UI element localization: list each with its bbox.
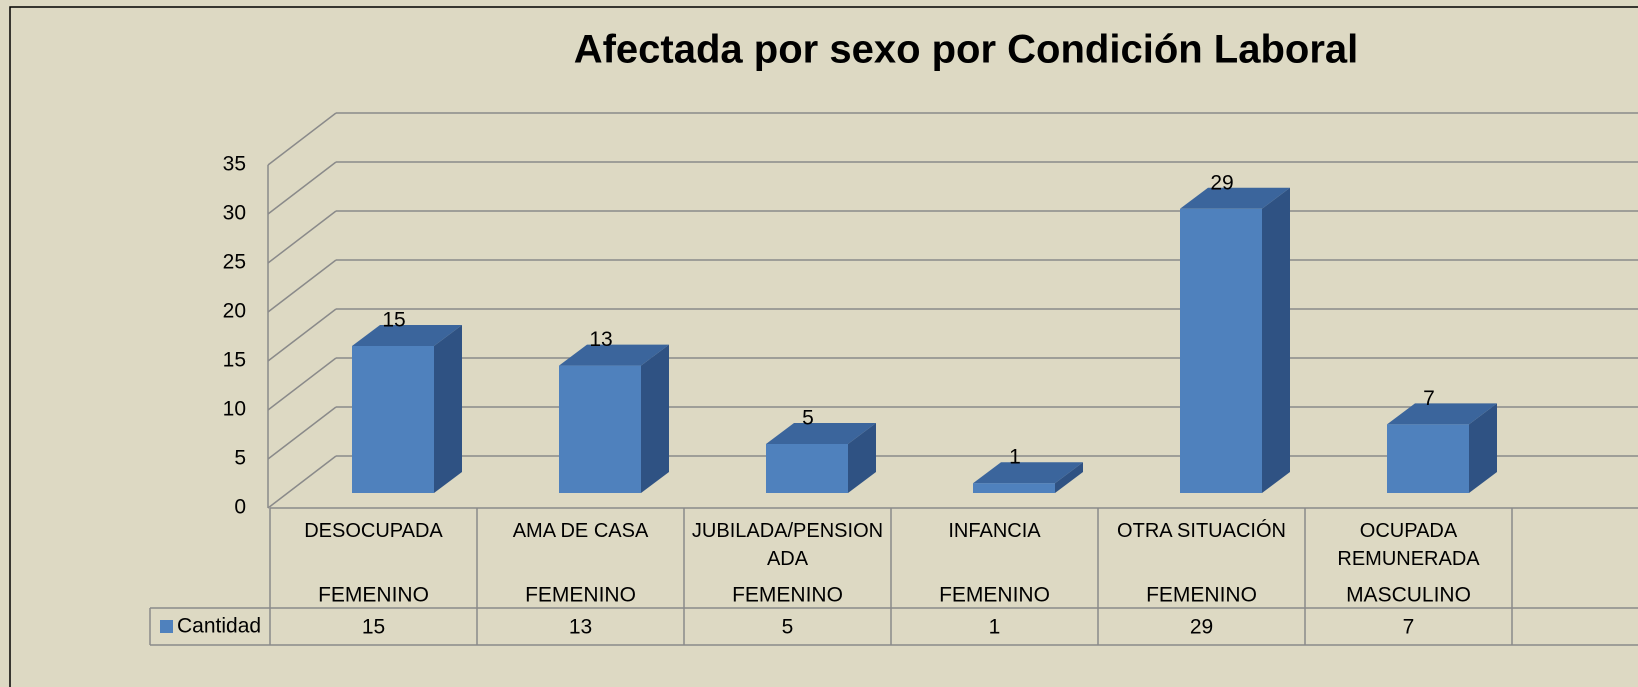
grid-line [267, 161, 337, 215]
subcategory-label: FEMENINO [939, 584, 1050, 607]
bar-side [1055, 462, 1083, 493]
category-cell: OCUPADA REMUNERADA [1337, 520, 1480, 570]
bar-top [766, 423, 876, 444]
bar [973, 483, 1055, 493]
subcategory-label: MASCULINO [1346, 584, 1471, 607]
data-label: 7 [1423, 387, 1435, 410]
bar [352, 346, 434, 493]
grid-line [267, 455, 337, 509]
table-value: 1 [989, 616, 1001, 639]
category-label: INFANCIA [948, 520, 1041, 542]
subcategory-label: FEMENINO [1146, 584, 1257, 607]
bar-top [1387, 403, 1497, 425]
bar [559, 365, 641, 493]
bar-side [641, 344, 669, 493]
y-tick-label: 35 [223, 153, 246, 176]
grid-line [267, 357, 337, 411]
grid-line [267, 210, 337, 264]
table-value: 13 [569, 616, 592, 639]
legend-label: Cantidad [177, 615, 261, 638]
category-label: DESOCUPADA [304, 520, 443, 542]
subcategory-label: FEMENINO [318, 584, 429, 607]
y-tick-label: 0 [234, 496, 246, 519]
table-value: 29 [1190, 616, 1213, 639]
chart-title: Afectada por sexo por Condición Laboral [574, 28, 1359, 72]
data-label: 15 [382, 309, 405, 332]
y-tick-label: 25 [223, 251, 246, 274]
chart-border [9, 6, 1638, 687]
bar [1180, 208, 1262, 494]
bar-top [973, 462, 1083, 484]
data-label: 5 [802, 407, 814, 430]
grid-line [267, 406, 337, 460]
bar-side [434, 325, 462, 493]
y-tick-label: 20 [223, 300, 246, 323]
bar [766, 444, 848, 493]
bar-top [1180, 187, 1290, 209]
grid-line [267, 112, 337, 166]
grid-line [267, 259, 337, 313]
subcategory-label: FEMENINO [525, 584, 636, 607]
subcategory-label: FEMENINO [732, 584, 843, 607]
table-value: 5 [782, 616, 794, 639]
category-label: JUBILADA/PENSIONADA [691, 520, 884, 570]
y-tick-label: 15 [223, 349, 246, 372]
category-label: AMA DE CASA [512, 520, 649, 542]
table-value: 7 [1403, 616, 1415, 639]
bar-top [352, 325, 462, 346]
category-cell: AMA DE CASA [512, 520, 649, 542]
category-cell: OTRA SITUACIÓN [1117, 520, 1286, 542]
bar-side [1262, 187, 1290, 494]
legend-swatch [160, 620, 173, 633]
category-cell: INFANCIA [948, 520, 1041, 542]
grid-line [267, 308, 337, 362]
data-label: 29 [1210, 171, 1233, 194]
bar-side [1469, 403, 1497, 493]
y-tick-label: 5 [234, 447, 246, 470]
bar-top [559, 344, 669, 366]
category-label: OCUPADA REMUNERADA [1337, 520, 1480, 570]
y-tick-label: 30 [223, 202, 246, 225]
category-label: OTRA SITUACIÓN [1117, 520, 1286, 542]
y-tick-label: 10 [223, 398, 246, 421]
table-value: 15 [362, 616, 385, 639]
data-label: 13 [589, 328, 612, 351]
bar [1387, 424, 1469, 493]
category-cell: JUBILADA/PENSIONADA [691, 520, 884, 570]
category-cell: DESOCUPADA [304, 520, 443, 542]
bar-side [848, 423, 876, 493]
data-label: 1 [1009, 446, 1021, 469]
